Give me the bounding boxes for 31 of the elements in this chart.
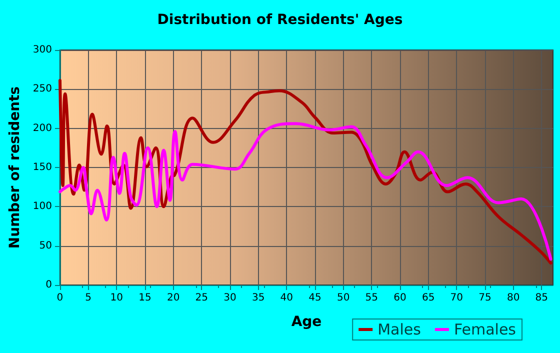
y-tick-label: 200 [32,122,52,134]
x-tick-label: 30 [224,292,236,304]
y-tick-label: 150 [32,162,52,173]
y-tick-label: 50 [39,240,52,252]
x-tick-label: 45 [308,292,322,304]
x-axis-title: Age [291,314,322,330]
chart-title: Distribution of Residents' Ages [157,12,403,28]
x-tick-label: 60 [394,292,406,304]
y-tick-label: 300 [32,44,52,56]
x-tick-label: 0 [56,292,64,304]
x-tick-label: 35 [252,292,265,304]
x-tick-label: 40 [280,292,294,304]
y-tick-label: 250 [32,84,52,95]
legend-label: Females [454,320,516,338]
y-tick-label: 0 [46,280,52,290]
x-tick-label: 25 [195,292,208,304]
x-tick-label: 85 [535,292,548,304]
x-tick-label: 65 [422,292,435,304]
x-tick-label: 80 [506,292,520,304]
legend-label: Males [378,320,422,338]
y-tick-label: 100 [32,201,52,212]
x-tick-label: 70 [450,292,464,304]
x-tick-label: 50 [336,292,350,304]
x-tick-label: 10 [110,292,124,304]
x-tick-label: 75 [478,292,492,304]
x-tick-label: 15 [138,292,152,304]
x-tick-label: 5 [85,292,92,304]
x-tick-label: 20 [166,292,180,304]
line-series [58,122,552,261]
x-tick-label: 55 [365,292,378,304]
y-axis-title: Number of residents [7,86,23,249]
